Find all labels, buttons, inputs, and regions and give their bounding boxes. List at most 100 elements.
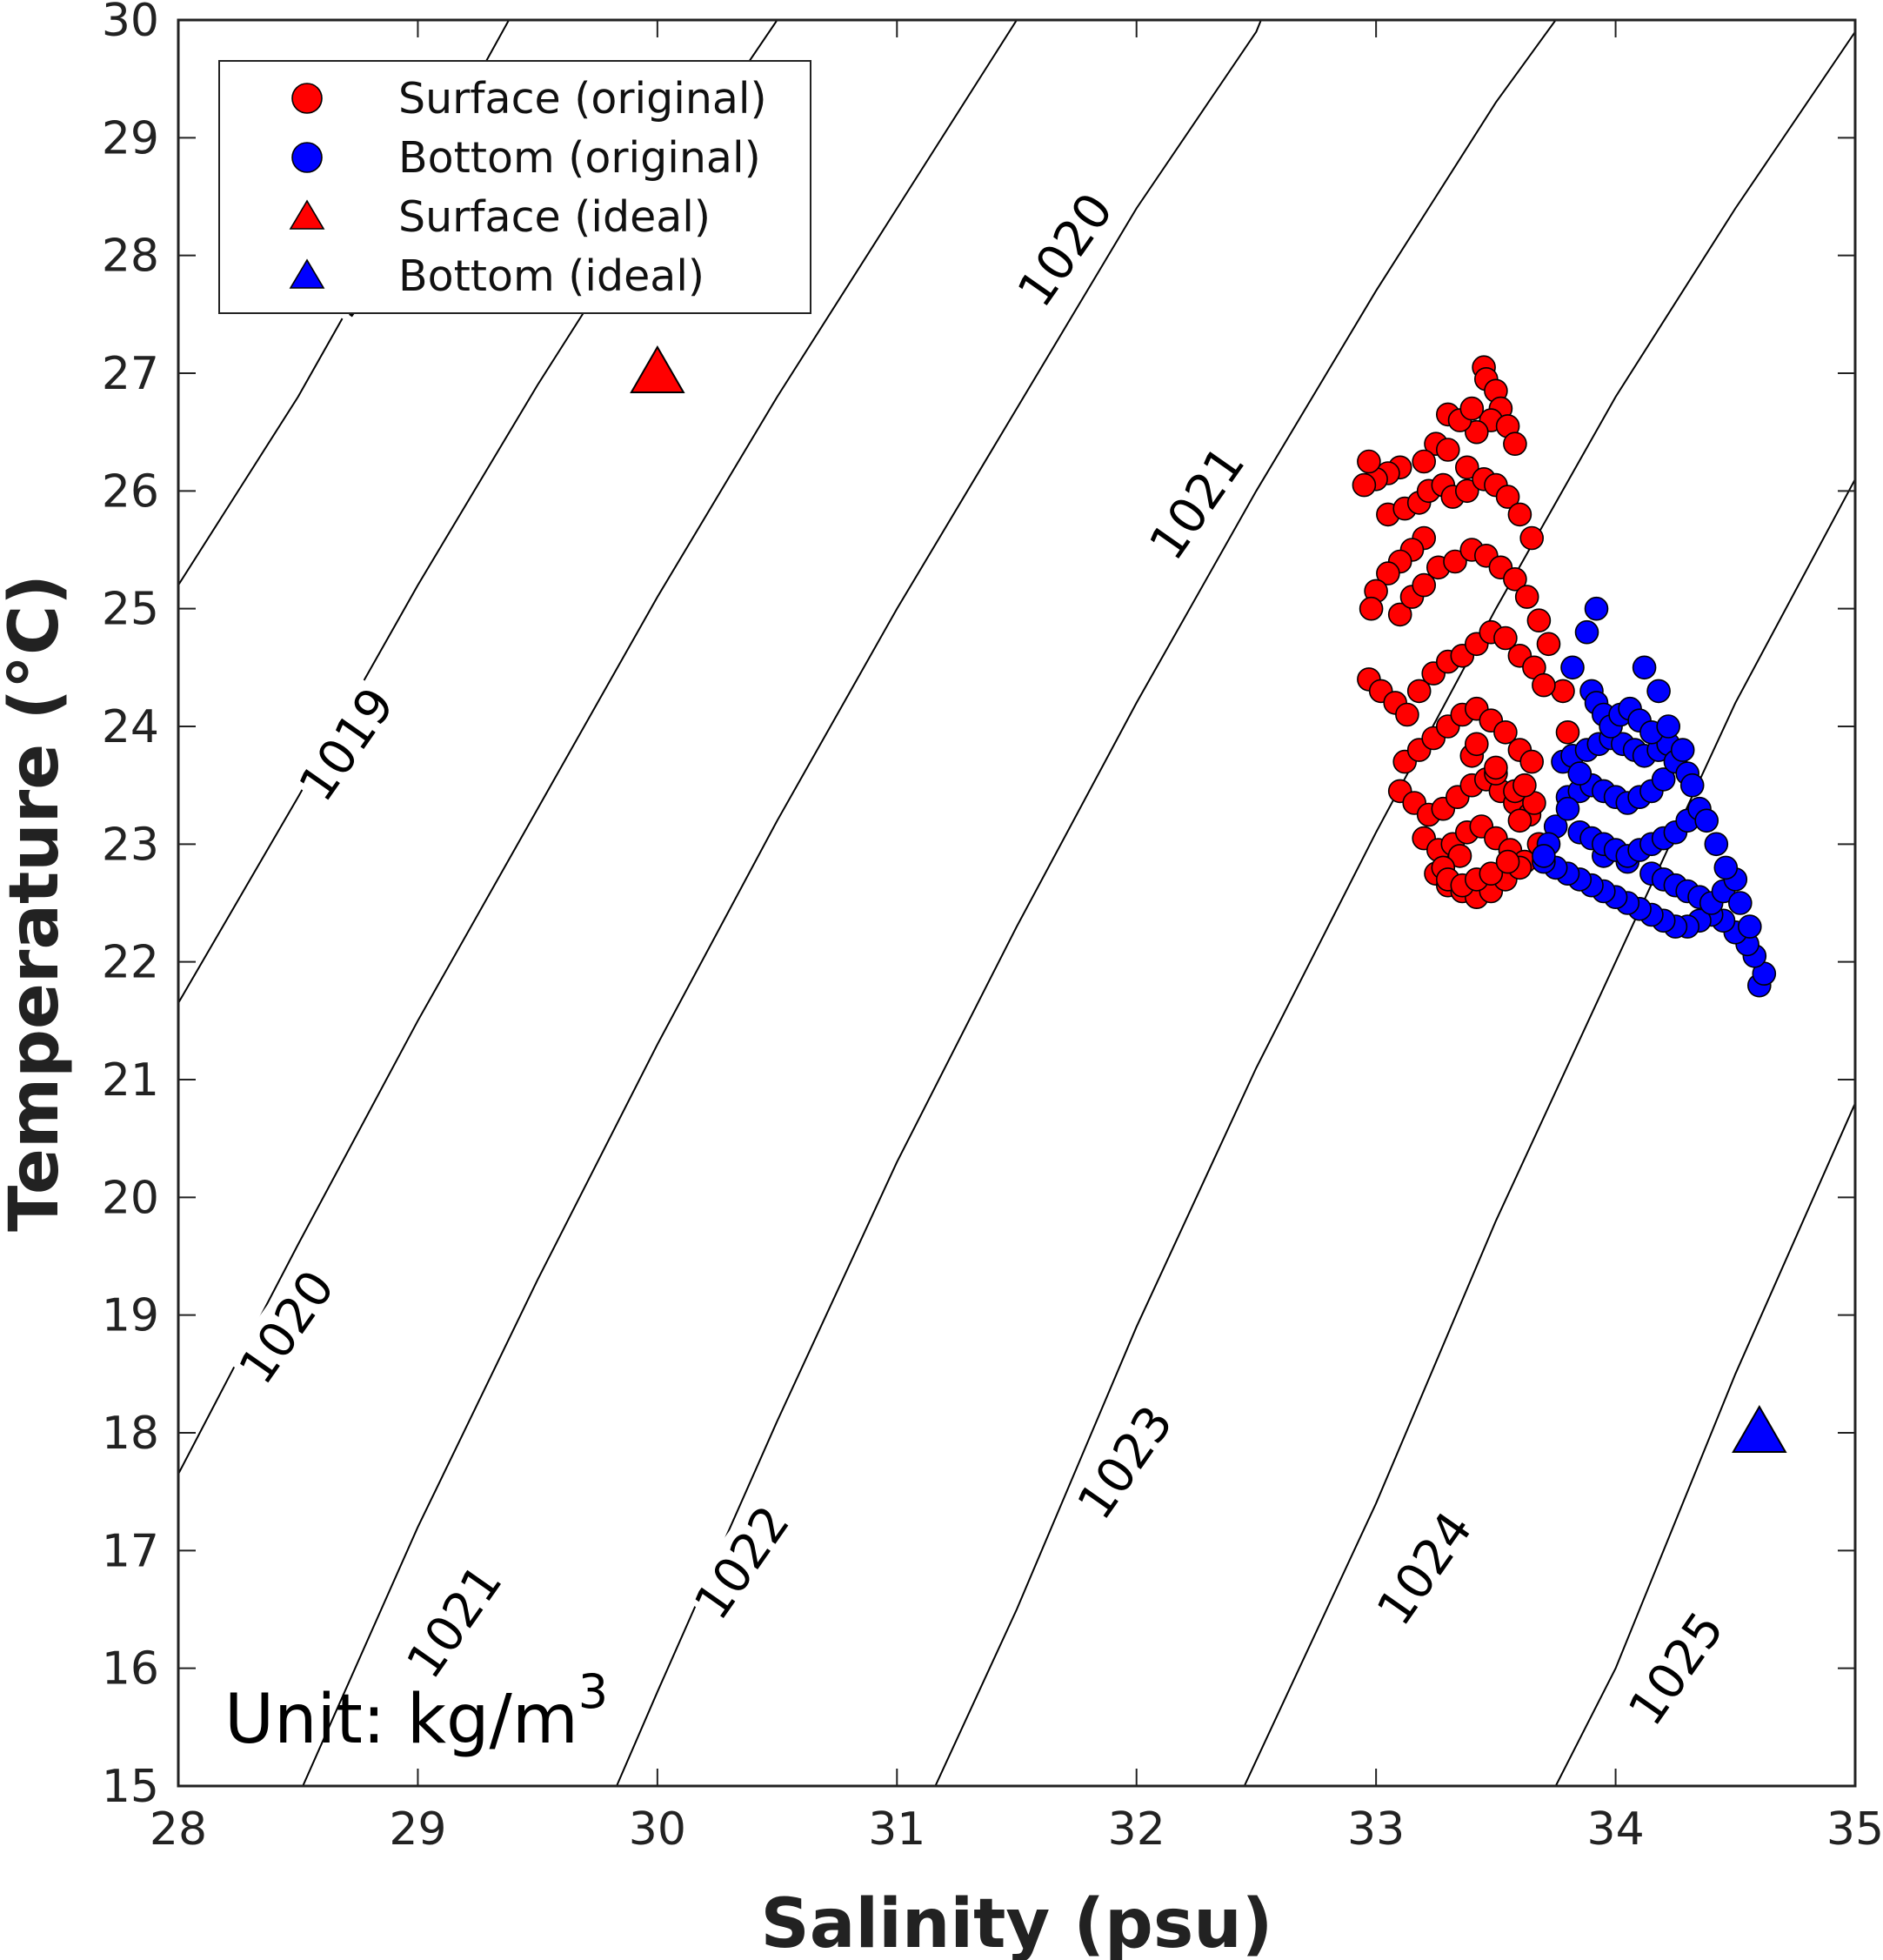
y-axis: 15 16 17 18 19 20 21 22 23 24 25 26 27 28 29 30 [102,0,1855,1813]
x-tick-label: 35 [1826,1803,1883,1856]
scatter-point [1359,596,1384,621]
scatter-point [1503,566,1527,592]
scatter-point [1507,502,1532,527]
unit-annotation-superscript: 3 [578,1664,608,1719]
scatter-point [1679,773,1705,798]
y-tick-label: 28 [102,231,159,283]
x-tick-label: 28 [150,1803,207,1856]
scatter-point [1493,625,1518,651]
plot-frame [177,18,1857,1788]
scatter-point [1455,478,1479,504]
y-tick-label: 22 [102,937,159,989]
isopycnal-label-gap [227,1259,344,1394]
scatter-point [1646,679,1671,704]
isopycnal-line [178,20,1018,1475]
scatter-point [1387,602,1412,627]
scatter-point [1495,849,1520,874]
plot-background [178,20,1855,1786]
scatter-point [1484,755,1508,780]
y-tick-label: 17 [102,1525,159,1577]
scatter-point [1574,619,1599,645]
legend-marker-circle [291,142,323,173]
scatter-point [1447,844,1472,868]
scatter-point [1694,808,1719,833]
scatter-point [1352,472,1377,498]
y-axis-title: Temperature (°C) [0,574,74,1232]
scatter-point [1560,655,1585,680]
scatter-point [1555,796,1580,821]
unit-annotation-text: Unit: kg/m [224,1681,578,1759]
ideal-point-marker [630,345,685,393]
y-tick-label: 30 [102,0,159,47]
scatter-point [1376,561,1400,585]
legend-marker-triangle [289,199,325,230]
x-axis: 28 29 30 31 32 33 34 35 [150,20,1883,1856]
isopycnal-line [1554,1102,1855,1786]
y-tick-label: 16 [102,1643,159,1696]
legend-label: Bottom (original) [398,133,761,183]
y-tick-label: 23 [102,819,159,871]
scatter-point [1412,449,1436,474]
y-tick-label: 18 [102,1408,159,1460]
legend: Surface (original) Bottom (original) Surfa… [218,60,811,314]
isopycnal-label-gap [1005,182,1122,317]
x-tick-label: 30 [629,1803,686,1856]
x-tick-label: 29 [389,1803,446,1856]
scatter-point [1507,808,1532,833]
legend-label: Surface (original) [398,74,767,124]
scatter-point [1584,596,1609,621]
scatter-point [1443,549,1467,574]
scatter-point [1465,732,1489,757]
isopycnal-label-gap [682,1495,799,1629]
isopycnal-label-gap [287,676,404,811]
isopycnal-label-gap [1616,1601,1733,1735]
scatter-point [1395,702,1419,727]
scatter-point [1670,738,1695,762]
x-tick-label: 32 [1108,1803,1165,1856]
scatter-point [1656,714,1680,739]
scatter-point [1406,679,1432,704]
scatter-point [1519,749,1544,774]
isopycnal-line [934,30,1855,1786]
legend-label: Surface (ideal) [398,192,711,242]
scatter-point [1503,431,1527,457]
scatter-point [1455,455,1479,480]
x-tick-label: 31 [868,1803,925,1856]
scatter-point [1495,485,1520,509]
y-tick-label: 26 [102,465,159,518]
scatter-point [1651,767,1676,792]
density-contour-lines [178,20,1855,1786]
y-tick-label: 24 [102,701,159,753]
y-tick-label: 29 [102,112,159,164]
isopycnal-label-gap [395,1554,511,1688]
scatter-point [1412,572,1436,598]
isopycnal-label-gap [1138,435,1254,570]
isopycnal-label-gap [1365,1501,1482,1635]
x-tick-label: 33 [1347,1803,1405,1856]
y-tick-label: 20 [102,1172,159,1224]
scatter-point [1436,438,1460,462]
isopycnal-line [302,20,1262,1786]
scatter-point [1713,855,1739,880]
scatter-point [1514,585,1539,609]
scatter-point [1567,761,1593,786]
scatter-point [1465,419,1489,445]
scatter-point [1526,608,1552,633]
scatter-point [1738,914,1762,939]
scatter-point [1519,525,1544,551]
ideal-point-marker [1732,1404,1787,1453]
scatter-point [1532,672,1556,698]
y-tick-label: 15 [102,1761,159,1813]
scatter-point [1479,861,1504,886]
legend-marker-triangle [289,258,325,289]
legend-label: Bottom (ideal) [398,251,704,301]
y-tick-label: 27 [102,348,159,400]
legend-marker-circle [291,83,323,114]
scatter-point [1532,844,1556,868]
x-tick-label: 34 [1586,1803,1644,1856]
scatter-point [1493,719,1518,745]
y-tick-label: 21 [102,1054,159,1107]
isopycnal-label-gap [1065,1395,1182,1529]
scatter-points [630,345,1787,1453]
